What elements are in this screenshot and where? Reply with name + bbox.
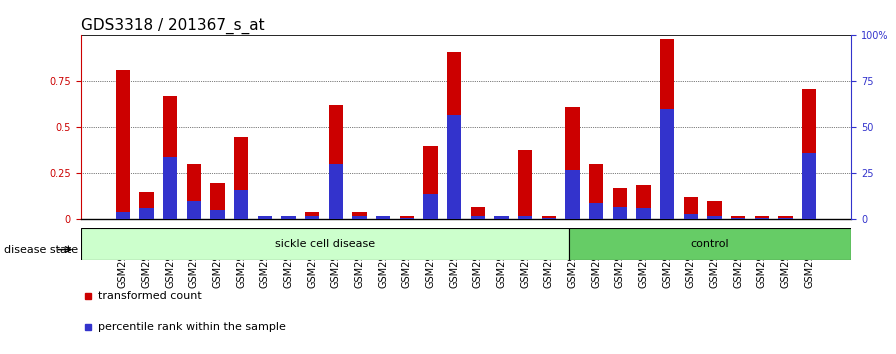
Bar [636, 209, 650, 219]
Text: transformed count: transformed count [99, 291, 202, 301]
Bar [423, 194, 437, 219]
FancyBboxPatch shape [569, 228, 851, 260]
Bar [400, 218, 414, 219]
Bar [258, 216, 271, 219]
Bar [234, 190, 248, 219]
Bar [116, 70, 130, 219]
Bar [376, 216, 390, 219]
Bar [352, 212, 366, 219]
Bar [400, 216, 414, 219]
Bar [707, 216, 721, 219]
Bar [305, 212, 319, 219]
Bar [352, 216, 366, 219]
Bar [281, 216, 296, 219]
Bar [376, 216, 390, 219]
Bar [613, 188, 627, 219]
Bar [802, 153, 816, 219]
Bar [329, 164, 343, 219]
Bar [305, 216, 319, 219]
Bar [613, 207, 627, 219]
Bar [684, 198, 698, 219]
Bar [211, 183, 225, 219]
Bar [495, 216, 509, 219]
Bar [542, 216, 556, 219]
Bar [731, 218, 745, 219]
Bar [707, 201, 721, 219]
Bar [565, 107, 580, 219]
Text: sickle cell disease: sickle cell disease [274, 239, 375, 249]
Bar [589, 203, 603, 219]
Bar [211, 210, 225, 219]
Bar [660, 39, 674, 219]
Bar [470, 207, 485, 219]
Bar [281, 216, 296, 219]
Bar [423, 146, 437, 219]
Bar [186, 164, 201, 219]
Bar [163, 157, 177, 219]
Bar [258, 216, 271, 219]
Bar [186, 201, 201, 219]
Text: percentile rank within the sample: percentile rank within the sample [99, 322, 286, 332]
Bar [636, 184, 650, 219]
Bar [140, 209, 153, 219]
Bar [754, 216, 769, 219]
Text: GDS3318 / 201367_s_at: GDS3318 / 201367_s_at [81, 18, 264, 34]
Bar [754, 218, 769, 219]
Bar [660, 109, 674, 219]
Bar [447, 52, 461, 219]
Bar [542, 218, 556, 219]
Bar [518, 149, 532, 219]
Text: disease state: disease state [4, 245, 79, 255]
Bar [779, 216, 792, 219]
Bar [518, 216, 532, 219]
Bar [329, 105, 343, 219]
Bar [779, 218, 792, 219]
Bar [565, 170, 580, 219]
Bar [140, 192, 153, 219]
Bar [802, 89, 816, 219]
FancyBboxPatch shape [81, 228, 569, 260]
Bar [163, 96, 177, 219]
Bar [495, 216, 509, 219]
Bar [731, 216, 745, 219]
Bar [234, 137, 248, 219]
Bar [447, 115, 461, 219]
Bar [684, 214, 698, 219]
Bar [116, 212, 130, 219]
Text: control: control [691, 239, 729, 249]
Bar [589, 164, 603, 219]
Bar [470, 216, 485, 219]
